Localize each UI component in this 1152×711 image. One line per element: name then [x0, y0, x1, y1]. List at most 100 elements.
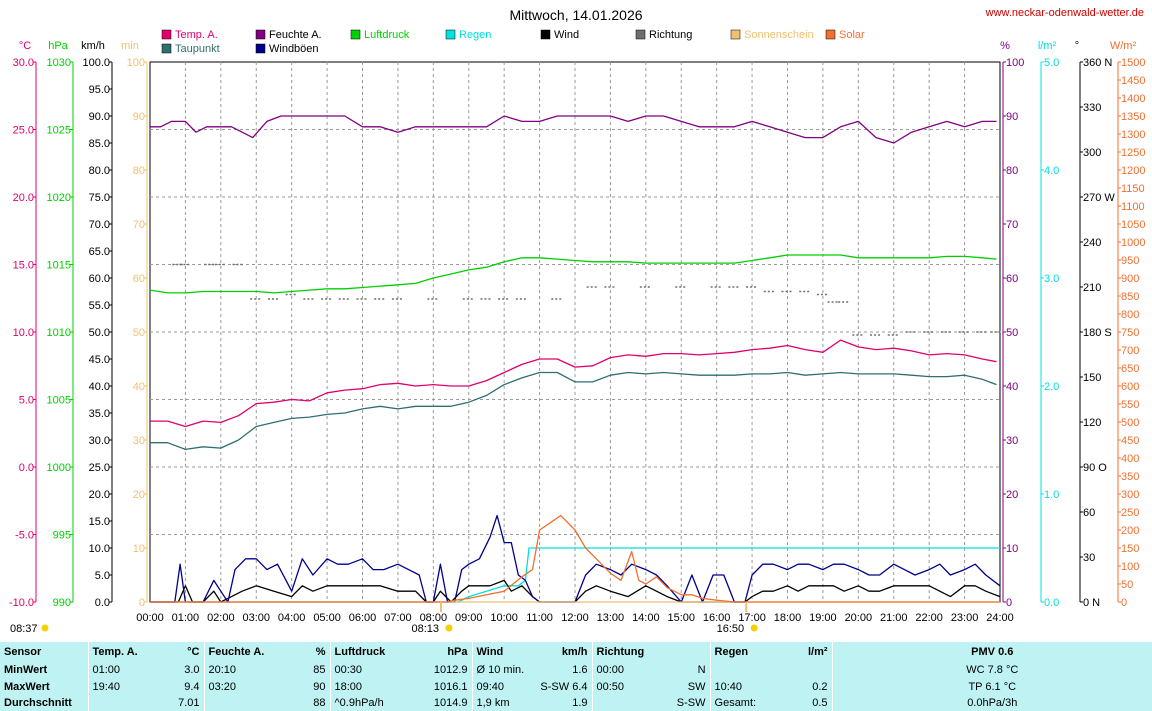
- x-tick-label: 02:00: [207, 612, 235, 624]
- direction-tick-label: 360 N: [1083, 57, 1112, 69]
- stats-direction-time: [591, 694, 654, 711]
- series-line-gust: [150, 514, 1001, 603]
- solar-tick-label: 1450: [1121, 75, 1145, 87]
- direction-tick-label: 270 W: [1083, 192, 1115, 204]
- humidity-tick-label: 10: [1006, 543, 1018, 555]
- stats-direction-value: N: [697, 664, 706, 677]
- stats-header-humidity: Feuchte A.: [203, 642, 286, 663]
- stats-humidity-value: 90: [313, 680, 326, 693]
- stats-humidity-time: 20:10: [203, 662, 286, 679]
- x-tick-label: 22:00: [915, 612, 943, 624]
- solar-tick-label: 550: [1121, 399, 1139, 411]
- stats-humidity-value: 88: [313, 696, 326, 709]
- weather-chart: 00:00 01:00 02:00 03:00 04:00 05:00 06:00 07:00…: [9, 7, 1146, 635]
- wind-tick-label: 85.0: [89, 138, 110, 150]
- stats-header-pressure: Luftdruck: [329, 642, 406, 663]
- pressure-tick-label: 1005: [47, 395, 71, 407]
- x-tick-label: 07:00: [384, 612, 412, 624]
- sunshine-tick-label: 40: [133, 381, 145, 393]
- direction-tick-label: 300: [1083, 147, 1101, 159]
- temp-tick-label: 5.0: [19, 395, 34, 407]
- wind-axis-unit: km/h: [81, 40, 105, 52]
- rain-tick-label: 3.0: [1044, 273, 1059, 285]
- stats-header-temp-unit: °C: [187, 646, 200, 659]
- stats-rain-value: [770, 662, 832, 678]
- sunshine-tick-label: 30: [133, 435, 145, 447]
- stats-pmv-value: 0.0hPa/3h: [831, 694, 1152, 711]
- humidity-tick-label: 100: [1006, 57, 1024, 69]
- wind-tick-label: 100.0: [82, 57, 110, 69]
- solar-tick-label: 1100: [1121, 201, 1145, 213]
- legend-swatch-temp: [161, 29, 172, 40]
- solar-tick-label: 1200: [1121, 165, 1145, 177]
- temp-tick-label: 15.0: [13, 260, 34, 272]
- x-tick-label: 21:00: [880, 612, 908, 624]
- solar-axis-unit: W/m²: [1110, 40, 1137, 52]
- x-tick-label: 00:00: [136, 612, 164, 624]
- wind-tick-label: 5.0: [95, 570, 110, 582]
- stats-header-pressure-unit: hPa: [447, 646, 468, 659]
- stats-header-temp: Temp. A.: [87, 642, 152, 663]
- series-line-humidity: [150, 115, 997, 144]
- direction-tick-label: 60: [1083, 507, 1095, 519]
- solar-tick-label: 250: [1121, 507, 1139, 519]
- rain-axis-unit: l/m²: [1038, 40, 1057, 52]
- wind-tick-label: 50.0: [89, 327, 110, 339]
- direction-tick-label: 0 N: [1083, 597, 1100, 609]
- pressure-tick-label: 990: [53, 597, 71, 609]
- legend-label-temp: Temp. A.: [175, 29, 218, 41]
- sunrise-sun-icon: [445, 624, 453, 632]
- wind-tick-label: 95.0: [89, 84, 110, 96]
- temp-tick-label: 0.0: [19, 462, 34, 474]
- solar-tick-label: 450: [1121, 435, 1139, 447]
- stats-wind-label: 1,9 km: [471, 694, 534, 711]
- wind-tick-label: 20.0: [89, 489, 110, 501]
- x-tick-label: 14:00: [632, 612, 660, 624]
- x-tick-label: 09:00: [455, 612, 483, 624]
- solar-tick-label: 950: [1121, 255, 1139, 267]
- solar-tick-label: 650: [1121, 363, 1139, 375]
- x-tick-label: 23:00: [951, 612, 979, 624]
- stats-temp-time: [87, 694, 152, 711]
- wind-tick-label: 55.0: [89, 300, 110, 312]
- x-tick-label: 11:00: [526, 612, 553, 624]
- legend-label-wind: Wind: [554, 29, 579, 41]
- solar-tick-label: 50: [1121, 579, 1133, 591]
- rain-tick-label: 4.0: [1044, 165, 1059, 177]
- solar-tick-label: 750: [1121, 327, 1139, 339]
- pressure-tick-label: 1015: [47, 260, 71, 272]
- pressure-tick-label: 995: [53, 530, 71, 542]
- stats-humidity-time: [203, 694, 286, 711]
- x-tick-label: 13:00: [597, 612, 625, 624]
- stats-rain-time: Gesamt:: [709, 694, 771, 711]
- stats-pmv-value: TP 6.1 °C: [831, 678, 1152, 695]
- wind-tick-label: 15.0: [89, 516, 110, 528]
- wind-tick-label: 80.0: [89, 165, 110, 177]
- solar-tick-label: 100: [1121, 561, 1139, 573]
- pressure-tick-label: 1030: [47, 57, 71, 69]
- daylength-sun-icon: [41, 624, 49, 632]
- humidity-tick-label: 70: [1006, 219, 1018, 231]
- x-tick-label: 01:00: [172, 612, 200, 624]
- sunset-sun-icon: [750, 624, 758, 632]
- stats-header-rain: Regen: [709, 642, 771, 663]
- sunrise-time: 08:13: [411, 623, 439, 635]
- stats-wind-label: Ø 10 min.: [471, 662, 534, 679]
- stats-header-rain-unit: l/m²: [807, 646, 828, 659]
- website-link: www.neckar-odenwald-wetter.de: [985, 7, 1144, 19]
- x-tick-label: 24:00: [986, 612, 1014, 624]
- stats-temp-time: 19:40: [87, 678, 152, 695]
- solar-tick-label: 850: [1121, 291, 1139, 303]
- legend-label-humidity: Feuchte A.: [269, 29, 322, 41]
- chart-svg: 00:00 01:00 02:00 03:00 04:00 05:00 06:00 07:00…: [9, 7, 1146, 635]
- stats-wind-value: 1.9: [572, 696, 588, 709]
- direction-tick-label: 330: [1083, 102, 1101, 114]
- stats-header-pmv: PMV 0.6: [831, 642, 1152, 663]
- stats-pressure-time: ^0.9hPa/h: [329, 694, 406, 711]
- temp-tick-label: 25.0: [13, 125, 34, 137]
- temp-tick-label: -10.0: [9, 597, 34, 609]
- sunshine-tick-label: 70: [133, 219, 145, 231]
- solar-tick-label: 1050: [1121, 219, 1145, 231]
- stats-pressure-time: 00:30: [329, 662, 406, 679]
- stats-rain-time: 10:40: [709, 678, 771, 695]
